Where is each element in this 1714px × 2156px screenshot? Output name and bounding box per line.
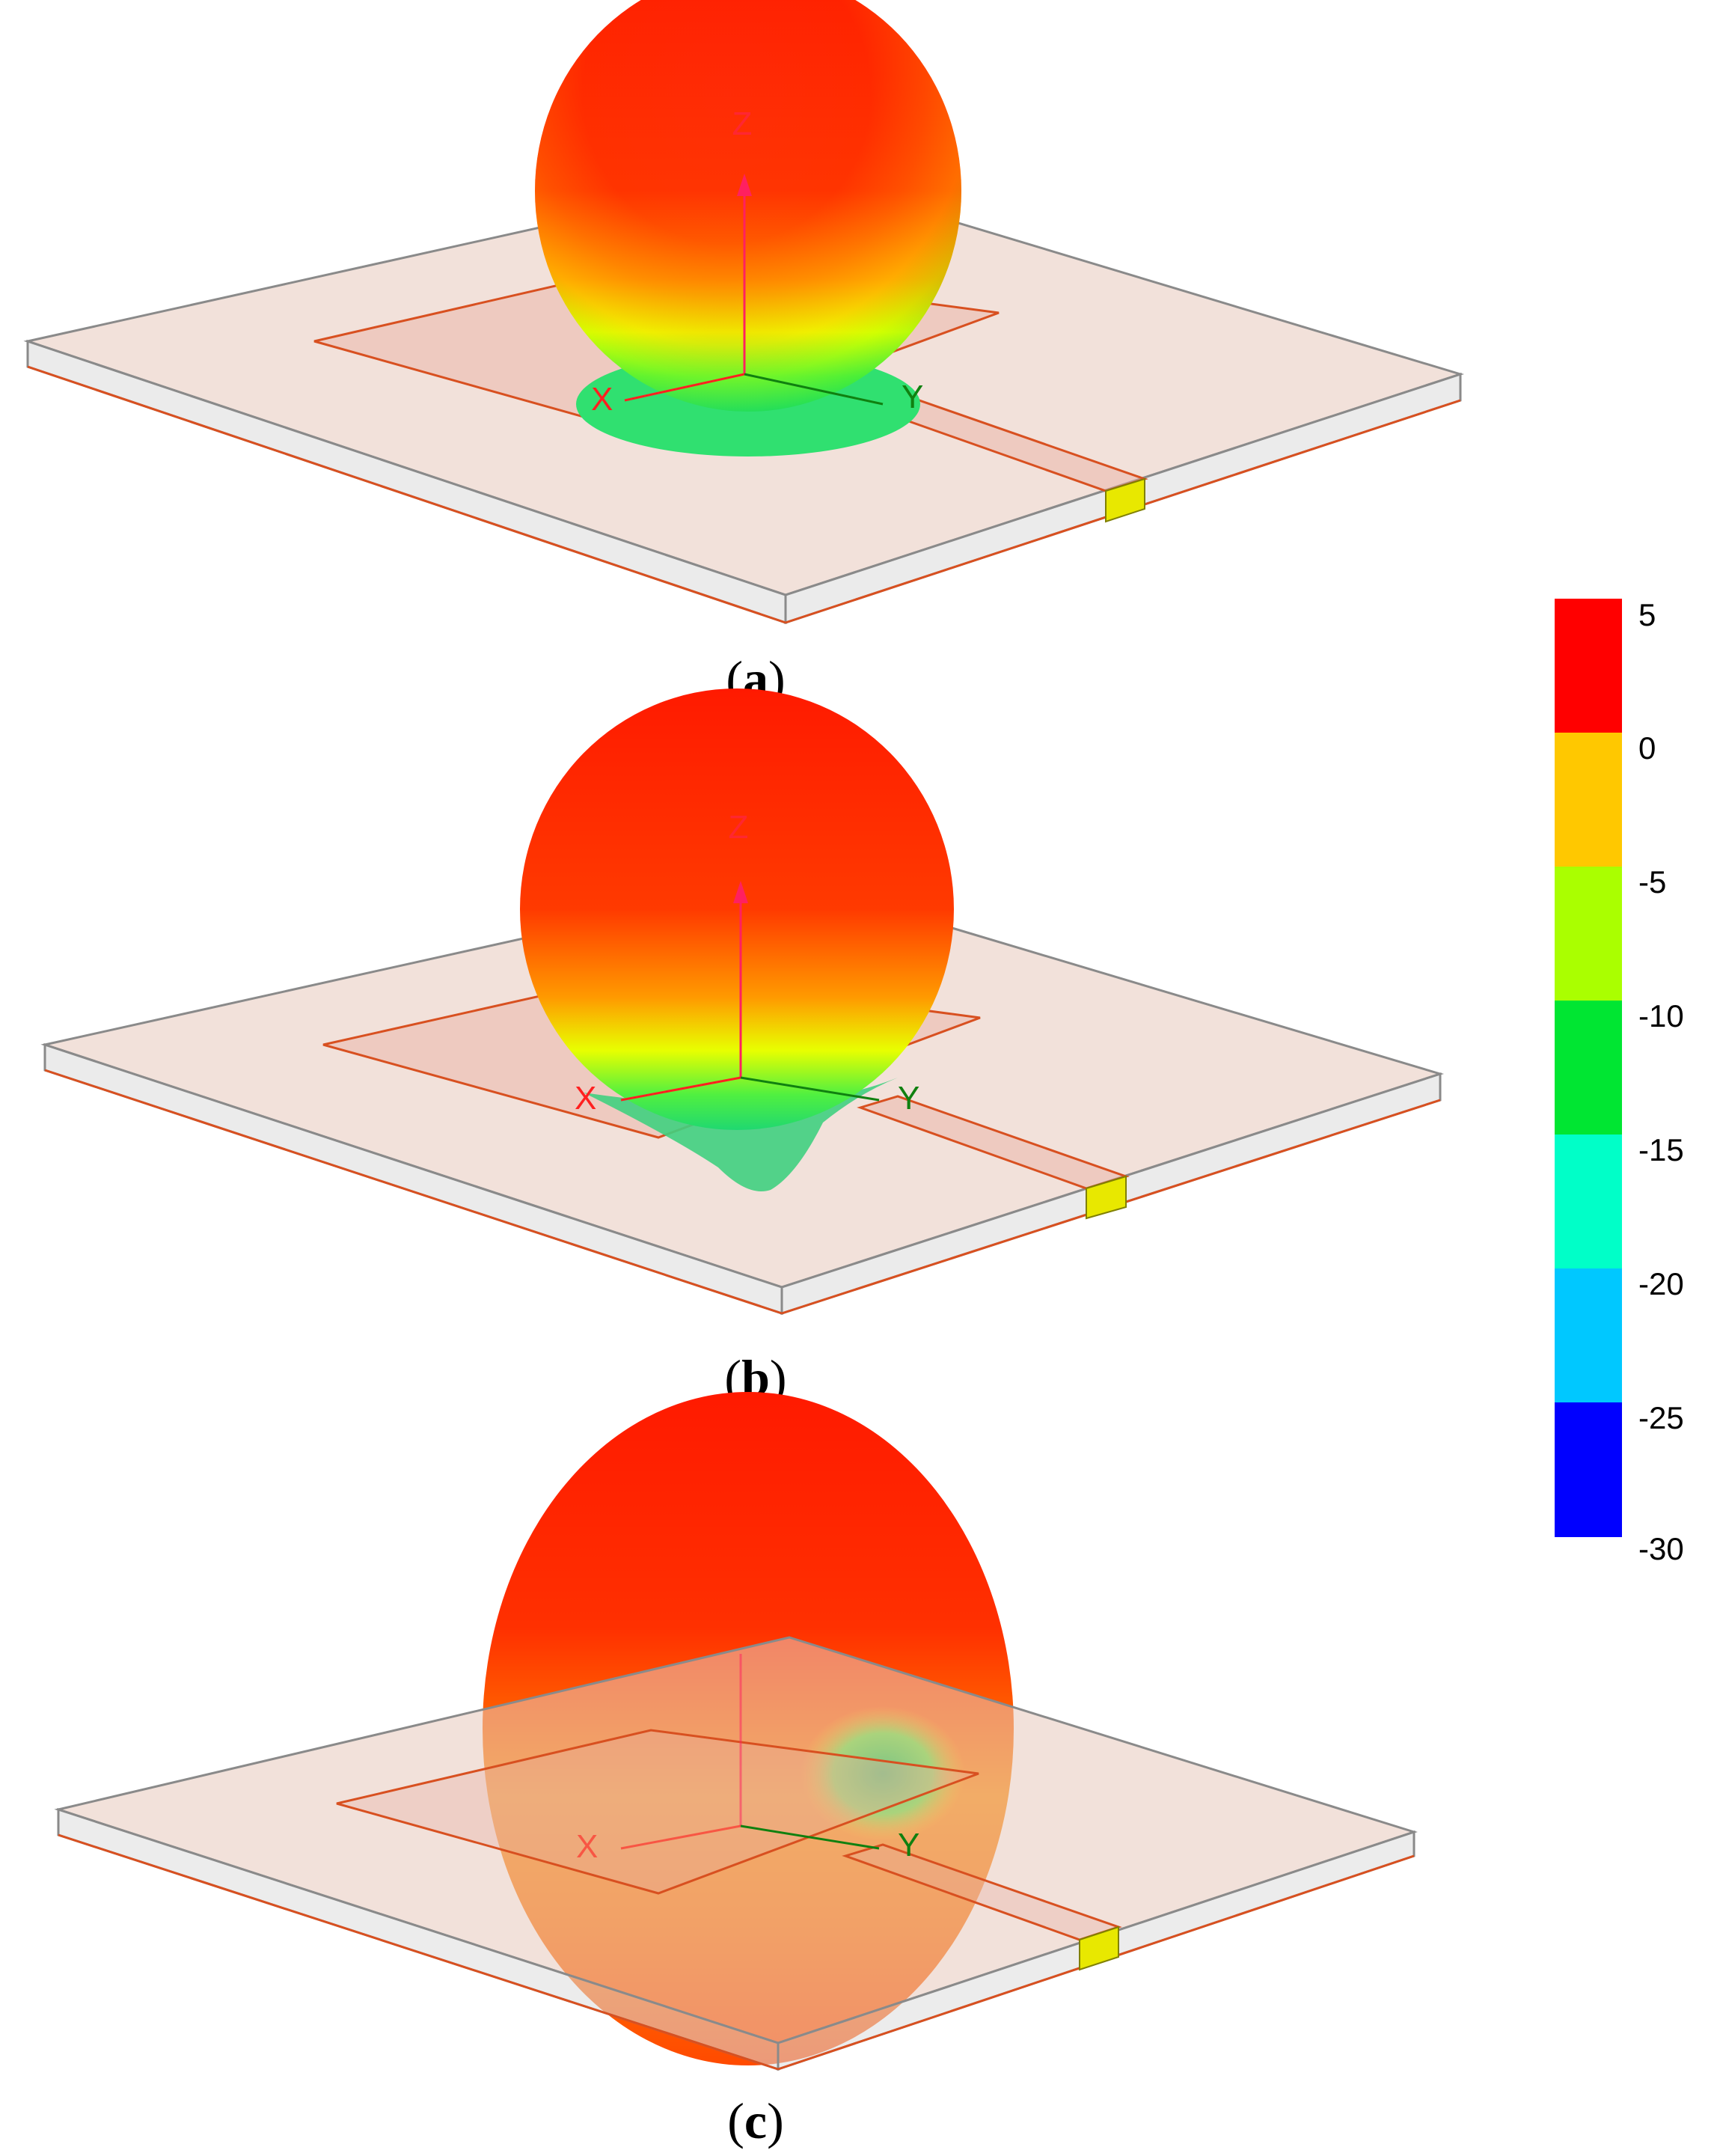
colorbar-tick: -20 [1638, 1266, 1684, 1301]
x-axis-label: X [576, 1828, 598, 1865]
colorbar-band-0 [1555, 599, 1622, 733]
colorbar-tick: -5 [1638, 864, 1667, 900]
colorbar-band-6 [1555, 1402, 1622, 1537]
colorbar-band-3 [1555, 1001, 1622, 1135]
port [1079, 1926, 1119, 1971]
colorbar-tick: -15 [1638, 1132, 1684, 1167]
colorbar-tick: -30 [1638, 1531, 1684, 1566]
x-axis [620, 1824, 741, 1850]
pattern-3d-view-c: X Y [54, 1392, 1418, 2071]
colorbar-tick: 0 [1638, 730, 1656, 766]
y-axis [744, 373, 884, 406]
y-axis-label: Y [898, 1080, 919, 1117]
radiation-lobe-main [520, 688, 954, 1130]
x-axis [624, 373, 745, 402]
panel-b: Z X Y [0, 688, 1511, 1362]
colorbar-tick: -10 [1638, 998, 1684, 1033]
panel-a: Z X Y [0, 0, 1511, 651]
colorbar-band-1 [1555, 733, 1622, 867]
port [1105, 477, 1145, 523]
x-axis-label: X [591, 381, 613, 418]
pattern-3d-view-a: Z X Y [23, 0, 1465, 625]
colorbar: 5 0 -5 -10 -15 -20 -25 -30 [1541, 597, 1706, 1566]
panel-c: X Y [0, 1392, 1511, 2080]
y-axis-label: Y [902, 379, 923, 415]
patch-outline [336, 1729, 979, 1895]
x-axis [620, 1076, 741, 1102]
y-axis [740, 1824, 880, 1850]
x-axis-label: X [575, 1080, 596, 1117]
z-axis-label: Z [732, 106, 753, 142]
colorbar-band-2 [1555, 867, 1622, 1001]
colorbar-tick: -25 [1638, 1400, 1684, 1435]
pattern-3d-view-b: Z X Y [40, 688, 1445, 1316]
caption-c: (c) [727, 2092, 784, 2149]
colorbar-tick: 5 [1638, 597, 1656, 632]
z-axis-label: Z [729, 809, 749, 846]
colorbar-band-4 [1555, 1135, 1622, 1268]
port [1086, 1175, 1127, 1220]
y-axis [740, 1076, 880, 1102]
y-axis-label: Y [898, 1827, 919, 1863]
colorbar-band-5 [1555, 1268, 1622, 1402]
